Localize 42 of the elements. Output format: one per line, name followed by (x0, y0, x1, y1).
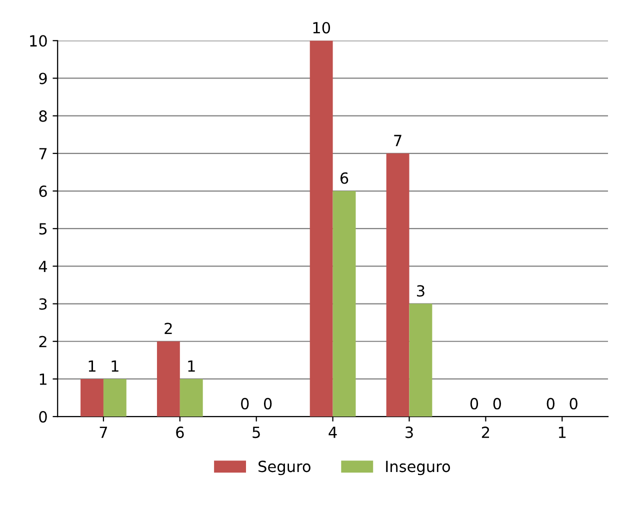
data-label: 3 (417, 285, 424, 297)
x-tick-label: 4 (328, 426, 337, 438)
y-tick-label: 4 (38, 260, 48, 272)
data-label: 6 (340, 172, 348, 184)
data-label: 0 (570, 398, 578, 410)
data-label: 1 (188, 360, 195, 372)
legend-label: Inseguro (386, 460, 450, 476)
y-tick-label: 0 (39, 411, 47, 423)
legend-label: Seguro (258, 460, 310, 476)
data-label: 0 (470, 398, 478, 410)
x-tick-label: 3 (406, 426, 413, 438)
bar (103, 378, 126, 417)
bar (80, 378, 104, 417)
data-label: 0 (546, 398, 555, 410)
data-label: 10 (313, 22, 330, 34)
data-label: 0 (264, 398, 272, 410)
y-tick-label: 9 (39, 72, 47, 84)
x-tick-label: 6 (176, 426, 184, 438)
bar (332, 191, 356, 417)
y-tick-label: 10 (30, 35, 47, 47)
x-tick-label: 2 (482, 426, 490, 438)
x-tick-label: 1 (558, 426, 566, 438)
y-tick-label: 7 (39, 148, 47, 160)
data-label: 0 (241, 398, 249, 410)
data-label: 1 (88, 360, 96, 372)
data-label: 0 (493, 398, 501, 410)
y-tick-label: 2 (39, 336, 46, 348)
bar (409, 304, 432, 417)
y-tick-label: 3 (39, 298, 47, 310)
y-tick-label: 8 (39, 110, 47, 122)
bar (180, 378, 203, 417)
bar (386, 153, 410, 417)
y-tick-label: 1 (40, 374, 46, 385)
data-label: 7 (394, 134, 402, 146)
x-tick-label: 7 (100, 426, 108, 438)
y-tick-label: 6 (39, 185, 47, 198)
x-tick-label: 5 (252, 426, 260, 438)
data-label: 2 (164, 322, 172, 334)
bar (156, 341, 180, 417)
data-label: 1 (112, 360, 118, 372)
bar (310, 40, 333, 417)
y-tick-label: 5 (39, 223, 47, 235)
